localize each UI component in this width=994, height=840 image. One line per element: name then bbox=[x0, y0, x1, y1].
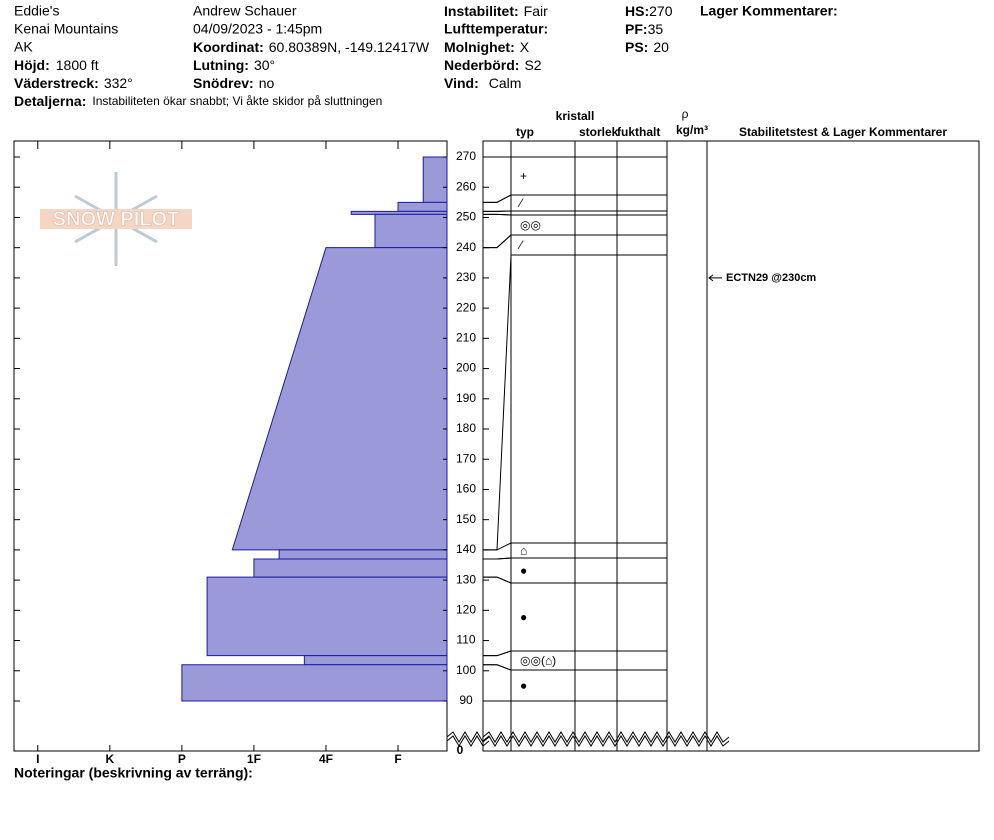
grain-type: ⁄ bbox=[517, 196, 524, 210]
y-tick-label: 230 bbox=[456, 270, 476, 284]
y-tick-label: 120 bbox=[456, 603, 476, 617]
layer-connector bbox=[483, 542, 512, 551]
y-tick-label: 200 bbox=[456, 361, 476, 375]
grain-type: ● bbox=[520, 610, 527, 624]
elevation: Höjd: 1800 ft bbox=[14, 57, 99, 73]
range: Kenai Mountains bbox=[14, 21, 118, 37]
hardness-layer bbox=[206, 576, 448, 657]
hardness-layer bbox=[350, 210, 448, 215]
x-tick-label: 4F bbox=[319, 752, 333, 766]
layer-connector bbox=[483, 576, 512, 584]
header: Eddie's Kenai Mountains AK Höjd: 1800 ft … bbox=[14, 3, 838, 109]
moisture-header: fukthalt bbox=[617, 125, 660, 139]
state: AK bbox=[14, 39, 33, 55]
layer-connector bbox=[483, 213, 512, 216]
y-tick-label: 90 bbox=[459, 693, 473, 707]
logo-band bbox=[40, 209, 192, 229]
details: Detaljerna: Instabiliteten ökar snabbt; V… bbox=[14, 93, 382, 109]
size-header: storlek bbox=[579, 125, 619, 139]
density-unit: kg/m³ bbox=[676, 123, 708, 137]
slope: Lutning: 30° bbox=[193, 57, 275, 73]
observer: Andrew Schauer bbox=[193, 3, 297, 19]
type-header: typ bbox=[516, 125, 534, 139]
y-tick-label: 140 bbox=[456, 542, 476, 556]
grain-type: ◎◎(⌂) bbox=[520, 654, 556, 668]
y-tick-label: 180 bbox=[456, 421, 476, 435]
hardness-layer bbox=[231, 247, 448, 551]
air-temp: Lufttemperatur: bbox=[444, 21, 548, 37]
y-tick-label: 240 bbox=[456, 240, 476, 254]
y-tick-label: 250 bbox=[456, 210, 476, 224]
column-headers: kristall typ storlek fukthalt ρ kg/m³ St… bbox=[516, 107, 947, 139]
ps: PS: 20 bbox=[625, 39, 669, 55]
x-tick-label: I bbox=[36, 752, 39, 766]
y-tick-label: 270 bbox=[456, 149, 476, 163]
aspect: Väderstreck: 332° bbox=[14, 75, 133, 91]
comments-header: Stabilitetstest & Lager Kommentarer bbox=[739, 125, 947, 139]
pf: PF:35 bbox=[625, 21, 663, 37]
layer-connector bbox=[483, 664, 512, 671]
y-tick-label: 260 bbox=[456, 179, 476, 193]
layer-comments: Lager Kommentarer: bbox=[700, 3, 838, 19]
y-break-label: 0 bbox=[457, 743, 464, 757]
column-dividers bbox=[510, 141, 708, 751]
hardness-layer bbox=[397, 201, 448, 212]
crystal-header: kristall bbox=[556, 109, 595, 123]
test-arrow bbox=[708, 274, 722, 282]
grain-type: ◎◎ bbox=[520, 218, 541, 232]
test-label: ECTN29 @230cm bbox=[726, 272, 816, 284]
layer-connector bbox=[483, 194, 512, 203]
grain-type: ⌂ bbox=[520, 544, 527, 558]
coordinates: Koordinat: 60.80389N, -149.12417W bbox=[193, 39, 430, 55]
hardness-layer bbox=[303, 655, 448, 666]
hs: HS:270 bbox=[625, 3, 673, 19]
y-tick-label: 110 bbox=[456, 633, 475, 647]
x-tick-label: 1F bbox=[247, 752, 261, 766]
wind-loading: Snödrev: no bbox=[193, 75, 274, 91]
layer-connector bbox=[483, 234, 512, 249]
layer-frame bbox=[482, 140, 980, 752]
rho-header: ρ bbox=[682, 107, 689, 121]
sky: Molnighet: X bbox=[444, 39, 530, 55]
hardness-layer bbox=[422, 156, 448, 203]
logo: SNOW PILOT bbox=[40, 172, 192, 266]
x-tick-label: F bbox=[394, 752, 401, 766]
y-tick-label: 130 bbox=[456, 572, 476, 586]
y-tick-label: 100 bbox=[456, 663, 476, 677]
plot: 90 100 110 120 130 140 150 160 170 180 190 200 210 22… bbox=[14, 141, 816, 766]
precip: Nederbörd: S2 bbox=[444, 57, 542, 73]
hardness-layer bbox=[181, 664, 448, 702]
hardness-layer bbox=[374, 213, 448, 249]
grain-type: ● bbox=[520, 679, 527, 693]
instability: Instabilitet: Fair bbox=[444, 3, 548, 19]
site: Eddie's bbox=[14, 3, 59, 19]
axis-break bbox=[446, 731, 730, 747]
y-tick-label: 150 bbox=[456, 512, 476, 526]
x-tick-label: P bbox=[178, 752, 186, 766]
y-tick-label: 220 bbox=[456, 300, 476, 314]
grain-type: ⁄ bbox=[517, 238, 524, 252]
layer-connector bbox=[483, 650, 512, 657]
y-tick-label: 170 bbox=[456, 451, 476, 465]
layer-connector bbox=[483, 557, 512, 560]
wind: Vind: Calm bbox=[444, 75, 521, 91]
hardness-layer bbox=[253, 558, 448, 578]
logo-text: SNOW PILOT bbox=[53, 208, 180, 230]
y-tick-label: 210 bbox=[456, 331, 476, 345]
notes: Noteringar (beskrivning av terräng): bbox=[14, 765, 253, 781]
grain-type: ● bbox=[520, 564, 527, 578]
y-tick-label: 160 bbox=[456, 482, 476, 496]
hardness-layer bbox=[278, 549, 448, 560]
y-tick-label: 190 bbox=[456, 391, 476, 405]
x-tick-label: K bbox=[105, 752, 114, 766]
datetime: 04/09/2023 - 1:45pm bbox=[193, 21, 322, 37]
grain-type: + bbox=[520, 169, 527, 183]
